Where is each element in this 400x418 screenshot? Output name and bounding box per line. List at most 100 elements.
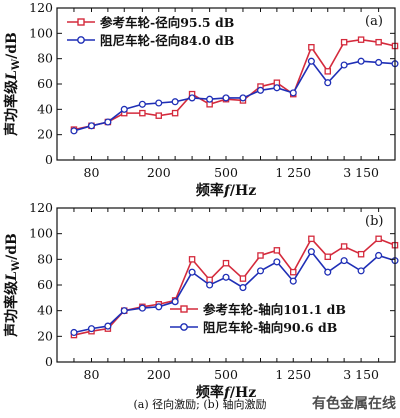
panel-a-y-axis-label: 声功率级LW/dB: [3, 32, 22, 137]
legend-marker-circle: [180, 323, 188, 331]
data-point: [357, 36, 365, 43]
y-tick-label: 0: [45, 152, 53, 167]
legend-entry-damped-axial: 阻尼车轮-轴向90.6 dB: [170, 320, 337, 335]
data-point: [87, 122, 96, 130]
data-point: [155, 303, 163, 311]
data-point: [155, 99, 163, 107]
data-point: [375, 58, 383, 67]
data-point: [289, 277, 297, 285]
y-tick-label: 80: [37, 51, 53, 66]
data-point: [324, 79, 332, 87]
data-point: [206, 281, 214, 289]
x-tick-label: 200: [147, 165, 171, 180]
data-point: [289, 89, 297, 97]
legend-label: 参考车轮-径向95.5 dB: [100, 15, 234, 30]
y-tick-label: 120: [29, 200, 53, 215]
data-point: [70, 127, 78, 135]
panel-a-plot-frame: [56, 7, 396, 161]
x-tick-label: 80: [84, 367, 100, 382]
panel-b-chart: 0 20 40 60 80 100 120 80 200 500 1 250 3 150 (b) 参…: [3, 200, 399, 401]
legend-entry-reference-radial: 参考车轮-径向95.5 dB: [67, 15, 234, 30]
data-point: [104, 118, 112, 126]
data-point: [257, 252, 264, 259]
panel-a-label: (a): [365, 14, 383, 29]
data-point: [171, 98, 179, 106]
y-tick-label: 60: [37, 277, 53, 292]
x-tick-label: 200: [147, 367, 171, 382]
y-tick-label: 40: [37, 303, 53, 318]
y-tick-label: 0: [45, 354, 53, 369]
x-tick-label: 3 150: [343, 165, 379, 180]
watermark: 有色金属在线: [312, 395, 396, 412]
y-tick-label: 60: [37, 76, 53, 91]
data-point: [375, 235, 382, 243]
data-point: [324, 268, 332, 276]
data-point: [239, 94, 247, 102]
data-point: [188, 94, 196, 102]
legend-label: 阻尼车轮-轴向90.6 dB: [203, 320, 337, 335]
figure-caption: (a) 径向激励; (b) 轴向激励: [134, 397, 267, 411]
panel-b-y-axis-label: 声功率级LW/dB: [3, 233, 22, 338]
legend-label: 参考车轮-轴向101.1 dB: [203, 302, 346, 317]
data-point: [104, 322, 112, 330]
data-point: [324, 253, 331, 261]
data-point: [256, 267, 265, 275]
data-point: [357, 250, 365, 258]
data-point: [375, 38, 382, 46]
y-tick-label: 20: [37, 127, 53, 142]
panel-b-plot-frame: [56, 207, 396, 363]
legend-marker-square: [77, 18, 85, 26]
data-point: [340, 61, 348, 69]
y-tick-label: 20: [37, 328, 53, 343]
data-point: [188, 256, 196, 263]
legend-marker-circle: [77, 36, 85, 44]
data-point: [239, 284, 247, 292]
x-tick-label: 1 250: [275, 165, 311, 180]
panel-a-legend: 参考车轮-径向95.5 dB 阻尼车轮-径向84.0 dB: [67, 15, 234, 48]
series-line-damped: [73, 59, 396, 132]
data-point: [256, 86, 265, 94]
data-point: [120, 105, 128, 113]
data-point: [308, 235, 315, 243]
panel-a-chart: 0 20 40 60 80 100 120 80 200 500 1 250 3 150 (a) 参…: [3, 0, 399, 199]
legend-entry-damped-radial: 阻尼车轮-径向84.0 dB: [67, 33, 234, 48]
data-point: [155, 112, 162, 119]
y-tick-label: 100: [29, 226, 53, 241]
data-point: [340, 38, 348, 46]
data-point: [171, 109, 179, 117]
data-point: [357, 267, 365, 275]
data-point: [375, 251, 383, 260]
legend-entry-reference-axial: 参考车轮-轴向101.1 dB: [170, 302, 346, 317]
x-tick-label: 500: [214, 165, 238, 180]
data-point: [290, 268, 297, 276]
x-tick-label: 3 150: [343, 367, 379, 382]
data-point: [222, 259, 230, 267]
data-point: [324, 68, 331, 75]
data-point: [87, 325, 96, 333]
data-point: [308, 44, 315, 51]
data-point: [138, 100, 146, 108]
data-point: [239, 275, 247, 282]
panel-b-label: (b): [365, 214, 383, 229]
data-point: [120, 307, 128, 315]
data-point: [273, 84, 281, 92]
panel-b-x-axis-label: 频率f/Hz: [196, 384, 256, 401]
data-point: [340, 257, 348, 265]
y-tick-label: 100: [29, 25, 53, 40]
data-point: [340, 243, 348, 250]
data-point: [138, 304, 146, 312]
data-point: [188, 268, 196, 276]
panel-b-legend: 参考车轮-轴向101.1 dB 阻尼车轮-轴向90.6 dB: [170, 302, 346, 335]
data-point: [222, 273, 230, 281]
y-tick-label: 80: [37, 251, 53, 266]
data-point: [307, 248, 315, 256]
x-tick-label: 500: [214, 367, 238, 382]
x-tick-label: 80: [84, 165, 100, 180]
data-point: [357, 57, 365, 65]
panel-a-x-axis-label: 频率f/Hz: [196, 182, 256, 199]
data-point: [70, 328, 78, 337]
y-tick-label: 120: [29, 0, 53, 15]
data-point: [273, 258, 281, 266]
y-tick-label: 40: [37, 101, 53, 116]
